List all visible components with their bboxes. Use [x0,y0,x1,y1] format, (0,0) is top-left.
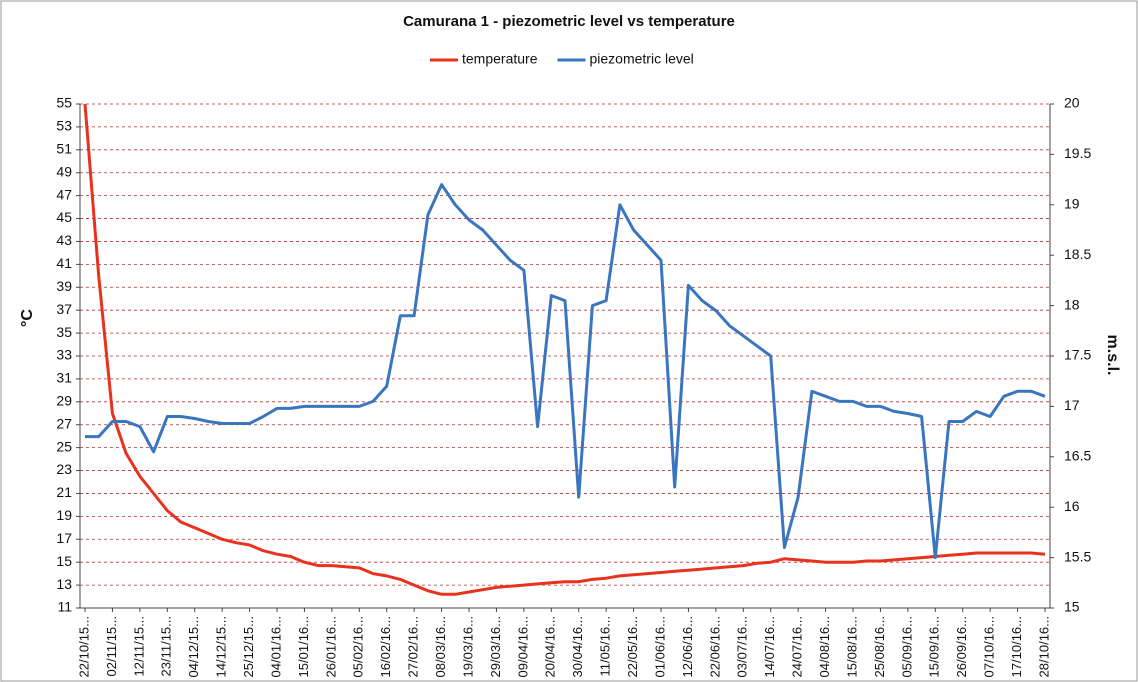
x-tick-label: 17/10/16... [1009,616,1024,677]
y-tick-label: 53 [56,118,72,134]
x-tick-label: 22/10/15... [76,616,91,677]
y-tick-label: 35 [56,324,72,340]
x-tick-label: 11/05/16... [598,616,613,676]
x-tick-label: 08/03/16... [433,616,448,677]
y-tick-label: 39 [56,278,72,294]
x-tick-label: 07/10/16... [982,616,997,677]
x-tick-label: 19/03/16... [460,616,475,677]
y2-axis-title: m.s.l. [1104,335,1121,376]
chart-title: Camurana 1 - piezometric level vs temper… [403,13,735,30]
x-tick-label: 22/06/16... [707,616,722,677]
x-tick-label: 27/02/16... [406,616,421,677]
legend-label: temperature [462,51,538,67]
x-tick-label: 30/04/16... [570,616,585,677]
series-line [85,183,1046,560]
y2-tick-label: 17 [1064,397,1080,413]
x-tick-label: 05/02/16... [351,616,366,677]
y-tick-label: 55 [56,95,72,111]
x-tick-label: 04/08/16... [817,616,832,677]
y-tick-label: 51 [56,141,72,157]
x-tick-label: 15/08/16... [844,616,859,677]
y-tick-label: 17 [56,530,72,546]
y2-tick-label: 16 [1064,498,1080,514]
x-tick-label: 25/12/15... [241,616,256,677]
x-tick-label: 16/02/16... [378,616,393,677]
y-tick-label: 47 [56,186,72,202]
y-tick-label: 11 [57,599,72,615]
x-tick-label: 14/07/16... [762,616,777,677]
x-tick-label: 09/04/16... [515,616,530,677]
y-tick-label: 37 [56,301,72,317]
y-tick-label: 13 [56,576,72,592]
legend-label: piezometric level [589,51,693,67]
y2-tick-label: 15.5 [1064,548,1091,564]
y-tick-label: 31 [56,370,72,386]
y-tick-label: 15 [56,553,72,569]
x-tick-label: 26/01/16... [323,616,338,677]
y-tick-label: 21 [56,484,72,500]
y-tick-label: 23 [56,461,72,477]
x-tick-label: 02/11/15... [104,616,119,676]
series-line [83,103,1046,596]
x-tick-label: 04/12/15... [186,616,201,677]
y2-tick-label: 19.5 [1064,145,1091,161]
x-tick-label: 15/01/16... [296,616,311,677]
y2-tick-label: 18 [1064,296,1080,312]
x-tick-label: 23/11/15... [159,616,174,676]
y-tick-label: 41 [56,255,72,271]
y-tick-label: 49 [56,163,72,179]
x-tick-label: 25/08/16... [872,616,887,677]
x-tick-label: 22/05/16... [625,616,640,677]
y-tick-label: 33 [56,347,72,363]
y-tick-label: 25 [56,438,72,454]
x-tick-label: 01/06/16... [652,616,667,677]
y2-tick-label: 15 [1064,599,1080,615]
y-tick-label: 29 [56,393,72,409]
x-tick-label: 20/04/16... [543,616,558,677]
y2-tick-label: 20 [1064,95,1080,111]
x-tick-label: 15/09/16... [927,616,942,677]
y2-tick-label: 19 [1064,196,1080,212]
x-tick-label: 26/09/16... [954,616,969,677]
x-tick-label: 12/11/15... [131,616,146,676]
x-tick-label: 29/03/16... [488,616,503,677]
x-tick-label: 14/12/15... [214,616,229,677]
y-tick-label: 27 [56,415,72,431]
x-tick-label: 05/09/16... [899,616,914,677]
y-tick-label: 19 [56,507,72,523]
y2-tick-label: 16.5 [1064,448,1091,464]
x-tick-label: 04/01/16... [268,616,283,677]
x-tick-label: 12/06/16... [680,616,695,677]
y-tick-label: 43 [56,232,72,248]
y2-tick-label: 18.5 [1064,246,1091,262]
x-tick-label: 03/07/16... [735,616,750,677]
y-tick-label: 45 [56,209,72,225]
y-axis-title: °C [19,309,36,327]
x-tick-label: 28/10/16... [1036,616,1051,677]
x-tick-label: 24/07/16... [790,616,805,677]
y2-tick-label: 17.5 [1064,347,1091,363]
